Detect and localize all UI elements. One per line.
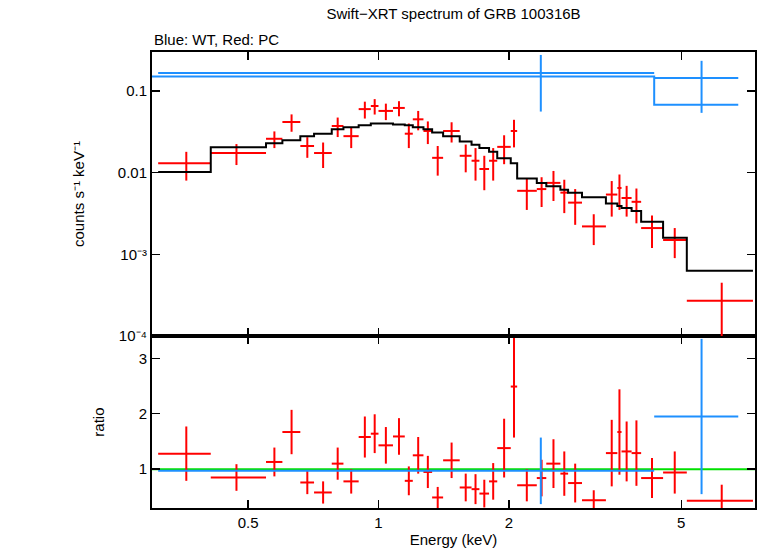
svg-text:ratio: ratio: [90, 407, 107, 436]
svg-text:counts s⁻¹ keV⁻¹: counts s⁻¹ keV⁻¹: [70, 141, 87, 247]
svg-text:10⁻³: 10⁻³: [120, 246, 147, 263]
svg-text:1: 1: [139, 460, 147, 477]
svg-text:0.5: 0.5: [238, 514, 259, 531]
svg-text:3: 3: [139, 350, 147, 367]
svg-text:Energy (keV): Energy (keV): [410, 531, 498, 548]
svg-text:5: 5: [677, 514, 685, 531]
svg-text:2: 2: [139, 405, 147, 422]
svg-text:10⁻⁴: 10⁻⁴: [119, 327, 147, 344]
svg-text:2: 2: [505, 514, 513, 531]
svg-text:0.1: 0.1: [126, 82, 147, 99]
svg-text:0.01: 0.01: [118, 164, 147, 181]
svg-text:1: 1: [374, 514, 382, 531]
svg-text:Swift−XRT spectrum of GRB 1003: Swift−XRT spectrum of GRB 100316B: [326, 5, 580, 22]
svg-text:Blue: WT, Red: PC: Blue: WT, Red: PC: [154, 31, 279, 48]
